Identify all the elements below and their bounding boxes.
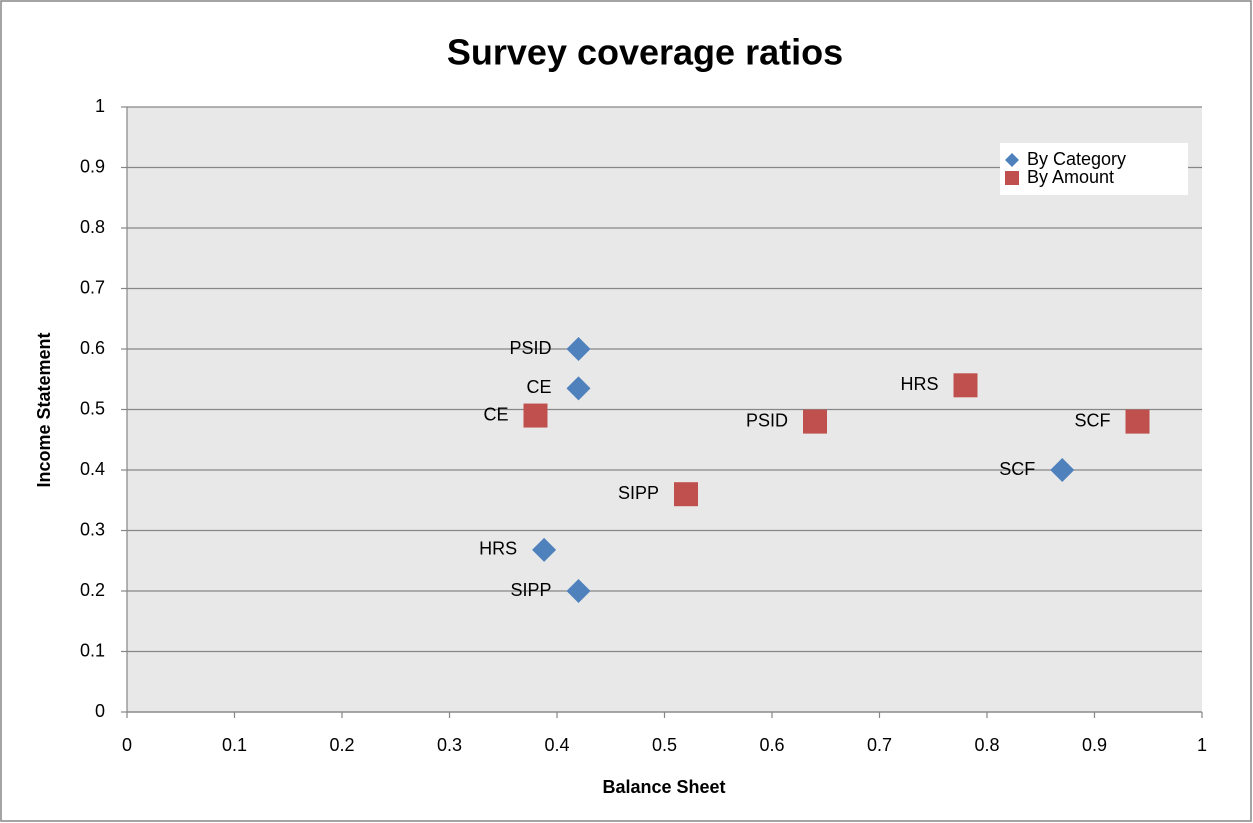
point — [674, 482, 698, 507]
point — [566, 337, 591, 361]
y-tick-label: 0.3 — [80, 519, 105, 539]
y-axis-title: Income Statement — [34, 332, 54, 487]
legend-label: By Amount — [1027, 167, 1114, 187]
data-label: SIPP — [510, 580, 551, 600]
y-tick-label: 1 — [95, 96, 105, 116]
legend-marker — [1005, 153, 1019, 167]
x-tick-label: 0.6 — [759, 735, 784, 755]
point — [566, 376, 591, 401]
data-label: PSID — [746, 410, 788, 430]
data-label: SIPP — [618, 483, 659, 503]
x-tick-label: 0.4 — [544, 735, 569, 755]
y-tick-label: 0 — [95, 701, 105, 721]
data-label: HRS — [479, 539, 517, 559]
data-label: HRS — [900, 374, 938, 394]
y-tick-label: 0.8 — [80, 217, 105, 237]
point — [532, 537, 557, 562]
data-label: SCF — [1075, 410, 1111, 430]
chart-title: Survey coverage ratios — [447, 32, 843, 73]
y-tick-label: 0.5 — [80, 398, 105, 418]
data-label: PSID — [509, 338, 551, 358]
x-tick-label: 0.3 — [437, 735, 462, 755]
x-tick-label: 0.2 — [329, 735, 354, 755]
point — [953, 373, 978, 398]
y-tick-label: 0.4 — [80, 459, 105, 479]
x-axis-title: Balance Sheet — [602, 777, 725, 797]
x-tick-label: 0.7 — [867, 735, 892, 755]
y-tick-label: 0.2 — [80, 580, 105, 600]
x-tick-label: 0.5 — [652, 735, 677, 755]
point — [523, 403, 548, 428]
point — [803, 409, 827, 434]
y-tick-label: 0.6 — [80, 338, 105, 358]
legend-marker — [1005, 171, 1019, 185]
data-label: CE — [526, 377, 551, 397]
x-tick-label: 1 — [1197, 735, 1207, 755]
x-tick-label: 0.1 — [222, 735, 247, 755]
y-tick-label: 0.7 — [80, 277, 105, 297]
point — [1050, 458, 1075, 482]
point — [566, 579, 591, 603]
legend-label: By Category — [1027, 149, 1126, 169]
legend-box — [1000, 143, 1188, 195]
data-label: CE — [483, 404, 508, 424]
y-tick-label: 0.1 — [80, 640, 105, 660]
point — [1125, 409, 1150, 434]
data-label: SCF — [999, 459, 1035, 479]
x-tick-label: 0.9 — [1082, 735, 1107, 755]
y-tick-label: 0.9 — [80, 156, 105, 176]
x-tick-label: 0.8 — [974, 735, 999, 755]
x-tick-label: 0 — [122, 735, 132, 755]
